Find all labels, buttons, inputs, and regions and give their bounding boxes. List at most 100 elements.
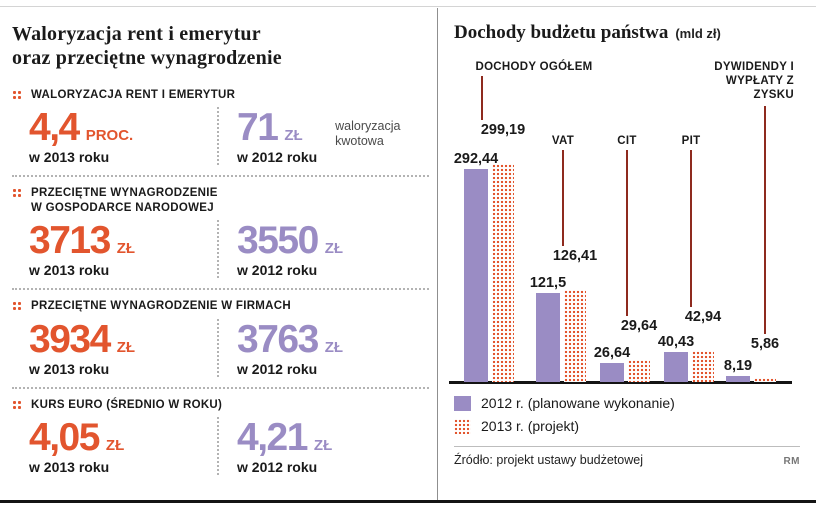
value-column-2013: 4,4 PROC. w 2013 roku xyxy=(13,107,217,165)
left-title-line1: Waloryzacja rent i emerytur xyxy=(12,23,261,45)
bar-value-2013: 29,64 xyxy=(620,318,658,334)
value-column-2012: 4,21 ZŁ w 2012 roku xyxy=(217,416,429,476)
category-label: DOCHODY OGÓŁEM xyxy=(475,61,593,73)
value-2012: 4,21 xyxy=(237,416,308,460)
bar-2013 xyxy=(692,351,714,382)
top-rule xyxy=(0,6,816,7)
dotted-bullet-icon xyxy=(12,90,23,101)
category-label: CIT xyxy=(617,135,637,147)
unit-2013: PROC. xyxy=(85,127,134,145)
bar-value-2013: 5,86 xyxy=(750,336,780,352)
dotted-separator xyxy=(12,175,429,178)
leader-line xyxy=(562,150,564,246)
value-column-2012: 71 ZŁ w 2012 roku waloryzacja kwotowa xyxy=(217,106,429,166)
value-2013: 3713 xyxy=(29,219,111,263)
bar-2012 xyxy=(726,376,750,382)
value-column-2013: 3713 ZŁ w 2013 roku xyxy=(13,220,217,278)
category-label: DYWIDENDY I WYPŁATY Z ZYSKU xyxy=(714,61,794,102)
stat-section-wynagrodzenie-firmy: PRZECIĘTNE WYNAGRODZENIE W FIRMACH 3934 … xyxy=(12,291,429,385)
value-2012: 71 xyxy=(237,106,279,150)
legend-item-2012: 2012 r. (planowane wykonanie) xyxy=(454,395,800,411)
source-row: Źródło: projekt ustawy budżetowej RM xyxy=(454,446,800,467)
bar-2013 xyxy=(564,290,586,382)
bar-chart: DOCHODY OGÓŁEM 292,44 299,19 VAT 121,5 126,41… xyxy=(449,60,794,384)
stat-section-kurs-euro: KURS EURO (ŚREDNIO W ROKU) 4,05 ZŁ w 201… xyxy=(12,390,429,484)
bar-2012 xyxy=(600,363,624,382)
caption-2012: w 2012 roku xyxy=(237,360,318,377)
source-text: Źródło: projekt ustawy budżetowej xyxy=(454,453,643,467)
unit-2013: ZŁ xyxy=(116,338,136,356)
caption-2013: w 2013 roku xyxy=(29,262,110,279)
unit-2013: ZŁ xyxy=(105,437,125,455)
bar-value-2012: 8,19 xyxy=(723,358,753,374)
value-2012: 3763 xyxy=(237,317,319,361)
value-column-2012: 3763 ZŁ w 2012 roku xyxy=(217,317,429,377)
caption-2013: w 2013 roku xyxy=(29,149,110,166)
annotation-note: waloryzacja kwotowa xyxy=(335,119,401,149)
value-2013: 3934 xyxy=(29,317,111,361)
section-label: PRZECIĘTNE WYNAGRODZENIE W GOSPODARCE NA… xyxy=(31,187,218,214)
bar-value-2013: 42,94 xyxy=(684,309,722,325)
legend-label-2012: 2012 r. (planowane wykonanie) xyxy=(481,395,675,411)
caption-2013: w 2013 roku xyxy=(29,360,110,377)
caption-2012: w 2012 roku xyxy=(237,149,318,166)
bar-group: 292,44 299,19 xyxy=(454,60,525,382)
category-label: PIT xyxy=(681,135,701,147)
dotted-separator xyxy=(12,288,429,291)
value-2013: 4,05 xyxy=(29,416,100,460)
left-panel-title: Waloryzacja rent i emerytur oraz przecię… xyxy=(12,22,429,70)
stat-section-wynagrodzenie-gospodarka: PRZECIĘTNE WYNAGRODZENIE W GOSPODARCE NA… xyxy=(12,178,429,287)
dotted-bullet-icon xyxy=(12,301,23,313)
bar-2013 xyxy=(754,378,776,382)
bar-2012 xyxy=(664,352,688,382)
bar-value-2013: 126,41 xyxy=(552,248,598,264)
bar-2013 xyxy=(492,164,514,382)
bar-group: 8,19 5,86 xyxy=(723,60,780,382)
dotted-separator xyxy=(12,386,429,389)
bar-group: 121,5 126,41 xyxy=(530,60,597,382)
bar-2012 xyxy=(536,293,560,382)
unit-2012: ZŁ xyxy=(324,338,344,356)
bar-value-2012: 40,43 xyxy=(657,334,695,350)
leader-line xyxy=(481,76,483,120)
unit-2013: ZŁ xyxy=(116,240,136,258)
dotted-bullet-icon xyxy=(12,399,23,411)
value-column-2012: 3550 ZŁ w 2012 roku xyxy=(217,219,429,279)
section-label: WALORYZACJA RENT I EMERYTUR xyxy=(31,89,236,101)
value-column-2013: 3934 ZŁ w 2013 roku xyxy=(13,319,217,377)
chart-baseline xyxy=(449,381,792,384)
legend-item-2013: 2013 r. (projekt) xyxy=(454,418,800,434)
bar-2012 xyxy=(464,169,488,382)
bar-value-2012: 121,5 xyxy=(529,275,567,291)
leader-line xyxy=(764,106,766,334)
value-2013: 4,4 xyxy=(29,106,80,150)
chart-legend: 2012 r. (planowane wykonanie) 2013 r. (p… xyxy=(454,395,800,434)
bar-value-2013: 299,19 xyxy=(480,122,526,138)
legend-swatch-2012 xyxy=(454,395,471,411)
category-label: VAT xyxy=(551,135,575,147)
caption-2012: w 2012 roku xyxy=(237,459,318,476)
bar-group: 26,64 29,64 xyxy=(594,60,657,382)
left-title-line2: oraz przeciętne wynagrodzenie xyxy=(12,47,282,69)
bar-value-2012: 292,44 xyxy=(453,151,499,167)
section-label: KURS EURO (ŚREDNIO W ROKU) xyxy=(31,398,223,411)
legend-label-2013: 2013 r. (projekt) xyxy=(481,418,580,434)
value-2012: 3550 xyxy=(237,219,319,263)
dotted-bullet-icon xyxy=(12,188,23,200)
bar-2013 xyxy=(628,360,650,382)
bar-value-2012: 26,64 xyxy=(593,345,631,361)
unit-2012: ZŁ xyxy=(313,437,333,455)
caption-2013: w 2013 roku xyxy=(29,459,110,476)
unit-2012: ZŁ xyxy=(324,240,344,258)
bar-group: 40,43 42,94 xyxy=(658,60,721,382)
right-panel: Dochody budżetu państwa (mld zł) DOCHODY… xyxy=(437,8,808,500)
left-panel: Waloryzacja rent i emerytur oraz przecię… xyxy=(10,8,437,500)
chart-title-text: Dochody budżetu państwa xyxy=(454,22,669,43)
section-label: PRZECIĘTNE WYNAGRODZENIE W FIRMACH xyxy=(31,300,291,313)
credit-text: RM xyxy=(783,456,800,467)
leader-line xyxy=(626,150,628,316)
chart-title: Dochody budżetu państwa (mld zł) xyxy=(454,22,800,44)
caption-2012: w 2012 roku xyxy=(237,262,318,279)
bottom-rule xyxy=(0,500,816,503)
